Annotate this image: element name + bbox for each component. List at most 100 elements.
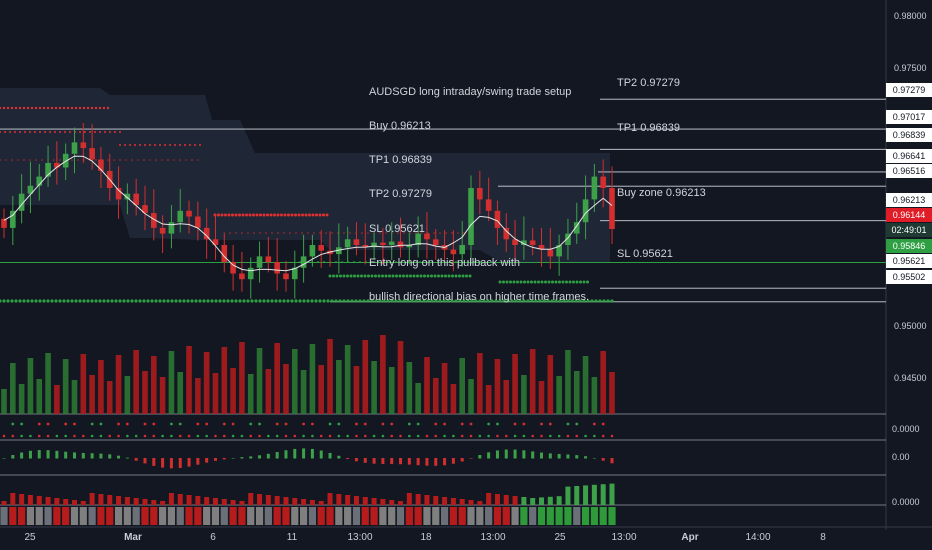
support-dot xyxy=(610,299,614,303)
momentum-block xyxy=(564,507,572,525)
support-dot xyxy=(550,299,554,303)
momentum-block xyxy=(608,507,616,525)
support-dot xyxy=(530,299,534,303)
volume-bar xyxy=(168,351,175,414)
price-tag-last: 0.96144 xyxy=(886,208,932,222)
support-dot xyxy=(38,299,42,303)
momentum-block xyxy=(467,507,475,525)
candle-body xyxy=(18,193,25,211)
candle-body xyxy=(1,218,7,228)
support-dot xyxy=(447,274,451,278)
oscillator-bar xyxy=(37,450,41,459)
support-dot xyxy=(26,299,30,303)
oscillator-bar xyxy=(584,456,588,459)
resistance-dot xyxy=(421,232,423,234)
support-dot xyxy=(473,261,475,263)
volume-bar xyxy=(142,371,148,414)
resistance-dot xyxy=(10,106,14,110)
resistance-dot xyxy=(66,106,70,110)
resistance-dot xyxy=(71,159,73,161)
candle-body xyxy=(10,210,16,228)
indicator-axis-value: 0.00 xyxy=(892,452,910,462)
momentum-bar xyxy=(160,501,166,505)
signal-dot xyxy=(540,434,543,438)
resistance-dot xyxy=(174,144,176,146)
signal-dot xyxy=(37,422,41,426)
support-dot xyxy=(494,299,498,303)
momentum-block xyxy=(299,507,308,525)
oscillator-bar xyxy=(381,458,385,464)
oscillator-bar xyxy=(178,458,182,468)
signal-dot xyxy=(82,434,85,438)
support-dot xyxy=(162,299,166,303)
momentum-bar xyxy=(10,493,16,505)
support-dot xyxy=(572,280,575,284)
resistance-dot xyxy=(38,106,42,110)
volume-bar xyxy=(18,384,25,414)
support-dot xyxy=(502,299,506,303)
candle-body xyxy=(300,256,307,268)
resistance-dot xyxy=(248,213,252,217)
price-tick: 0.94500 xyxy=(894,373,927,383)
oscillator-bar xyxy=(478,455,482,459)
signal-dot xyxy=(108,434,112,438)
resistance-dot xyxy=(59,131,61,133)
momentum-bar xyxy=(345,495,351,505)
momentum-block xyxy=(405,507,413,525)
volume-bar xyxy=(318,365,325,414)
date-tick-label: 8 xyxy=(820,532,826,543)
signal-dot xyxy=(249,422,253,426)
resistance-dot xyxy=(439,232,441,234)
candle-body xyxy=(27,185,34,194)
momentum-bar xyxy=(292,498,298,505)
support-dot xyxy=(395,274,398,278)
support-dot xyxy=(437,261,439,263)
trade-setup-annotation: AUDSGD long intraday/swing trade setup B… xyxy=(369,64,589,315)
support-dot xyxy=(406,299,410,303)
resistance-dot xyxy=(167,159,169,161)
candle-body xyxy=(432,239,439,245)
resistance-dot xyxy=(325,232,327,234)
support-dot xyxy=(505,280,509,284)
resistance-dot xyxy=(19,131,21,133)
countdown-timer: 02:49:01 xyxy=(886,223,932,237)
momentum-bar xyxy=(89,493,95,505)
support-dot xyxy=(468,274,472,278)
momentum-bar xyxy=(406,493,412,505)
signal-dot xyxy=(381,422,385,426)
annotation-line: AUDSGD long intraday/swing trade setup xyxy=(369,85,572,98)
volume-bar xyxy=(609,372,615,414)
momentum-block xyxy=(229,507,237,525)
resistance-dot xyxy=(397,232,399,234)
support-dot xyxy=(438,299,442,303)
signal-dot xyxy=(302,434,305,438)
signal-dot xyxy=(363,434,367,438)
support-dot xyxy=(371,261,373,263)
volume-bar xyxy=(424,357,430,414)
signal-dot xyxy=(319,434,323,438)
date-tick-label: 14:00 xyxy=(745,532,771,543)
support-dot xyxy=(370,299,374,303)
resistance-dot xyxy=(427,232,429,234)
resistance-dot xyxy=(34,106,38,110)
candle-body xyxy=(186,210,192,217)
candle-body xyxy=(291,267,298,280)
support-dot xyxy=(451,274,454,278)
support-dot xyxy=(150,299,154,303)
price-tag-tp2: 0.97279 xyxy=(886,83,932,97)
signal-dot xyxy=(99,434,103,438)
oscillator-bar xyxy=(266,453,270,459)
support-dot xyxy=(479,261,481,263)
support-dot xyxy=(250,299,254,303)
support-dot xyxy=(378,299,382,303)
resistance-dot xyxy=(139,144,141,146)
momentum-block xyxy=(599,507,607,525)
support-dot xyxy=(498,299,502,303)
signal-dot xyxy=(372,434,376,438)
support-dot xyxy=(594,299,598,303)
signal-dot xyxy=(548,422,552,426)
resistance-dot xyxy=(143,159,145,161)
signal-dot xyxy=(29,434,32,438)
signal-dot xyxy=(311,422,314,426)
momentum-block xyxy=(396,507,405,525)
